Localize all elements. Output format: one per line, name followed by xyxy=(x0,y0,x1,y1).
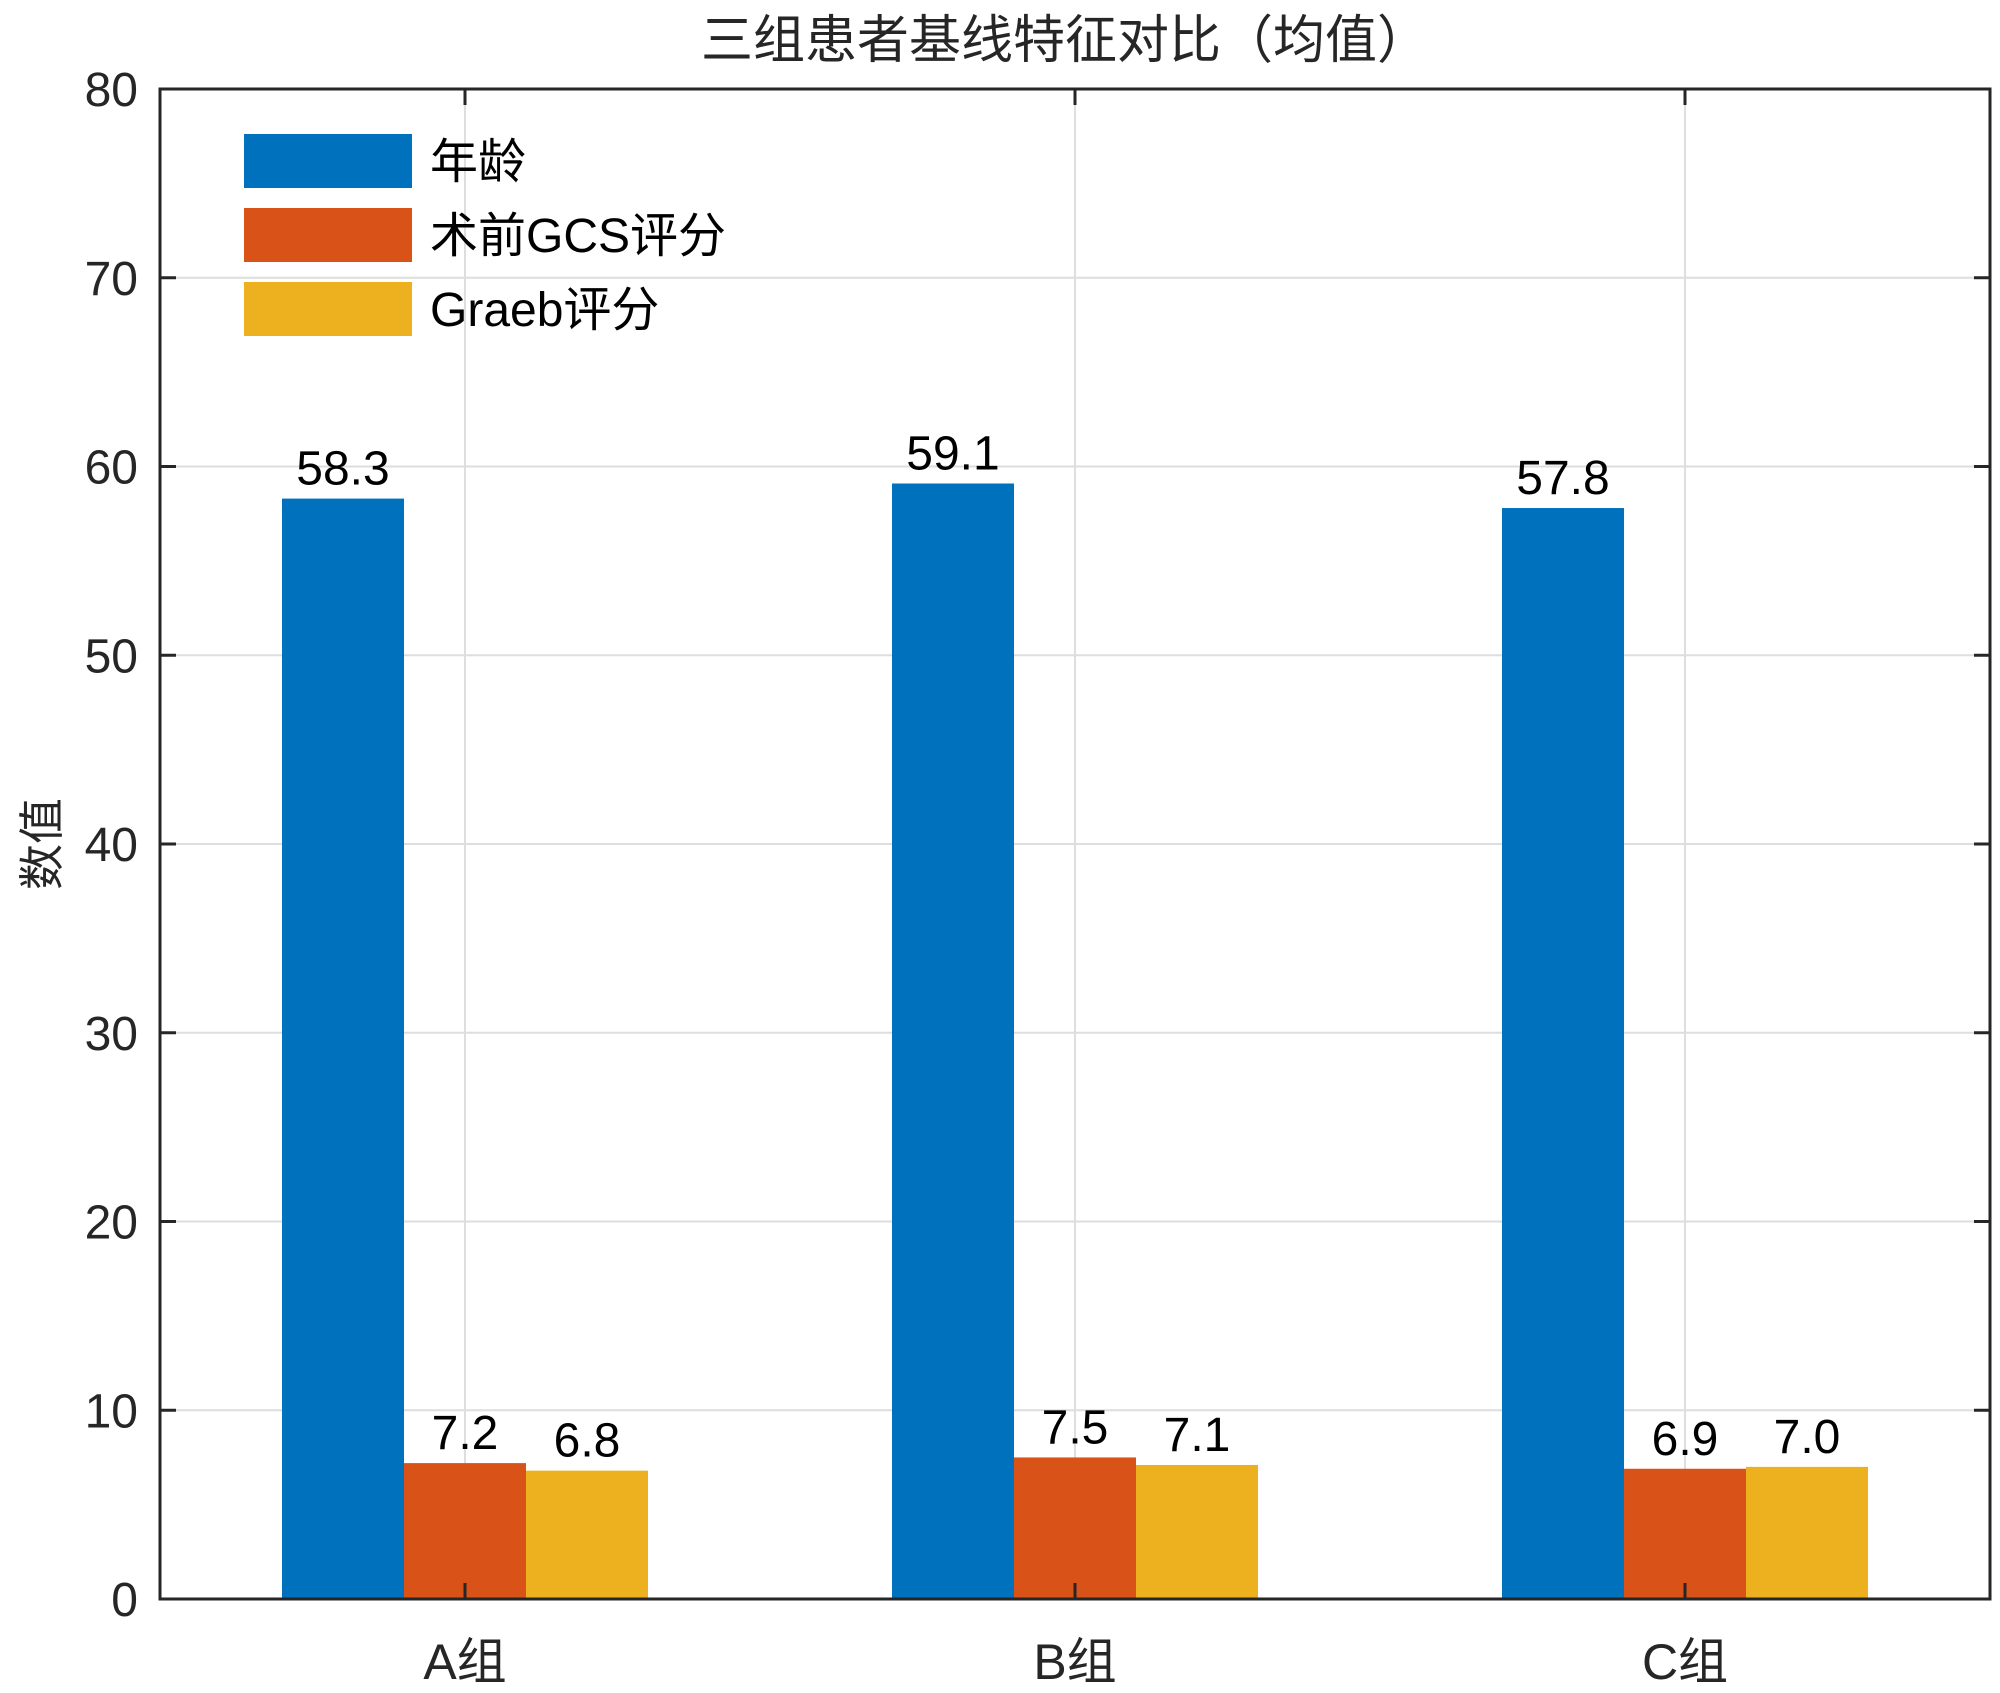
data-label: 7.5 xyxy=(1042,1401,1109,1454)
legend-swatch xyxy=(244,282,412,336)
bar xyxy=(1502,508,1624,1599)
data-label: 7.1 xyxy=(1164,1409,1231,1462)
data-label: 7.0 xyxy=(1774,1411,1841,1464)
y-tick-label: 10 xyxy=(85,1385,138,1438)
legend-swatch xyxy=(244,134,412,188)
bar xyxy=(282,498,404,1599)
bar xyxy=(1624,1468,1746,1599)
bar xyxy=(1136,1464,1258,1599)
bar xyxy=(404,1463,526,1599)
x-tick-label: A组 xyxy=(423,1634,506,1690)
y-tick-label: 60 xyxy=(85,442,138,495)
bar xyxy=(526,1470,648,1599)
y-tick-label: 70 xyxy=(85,253,138,306)
bars xyxy=(282,483,1868,1599)
y-axis-label: 数值 xyxy=(15,798,69,890)
grid-lines xyxy=(160,89,1990,1599)
y-tick-label: 40 xyxy=(85,819,138,872)
legend-label: 年龄 xyxy=(430,136,526,189)
y-tick-label: 0 xyxy=(111,1574,138,1627)
chart-title: 三组患者基线特征对比（均值） xyxy=(701,11,1429,71)
y-tick-label: 50 xyxy=(85,630,138,683)
y-tick-label: 30 xyxy=(85,1008,138,1061)
legend-label: 术前GCS评分 xyxy=(430,210,726,263)
data-label: 6.8 xyxy=(554,1415,621,1468)
legend-swatch xyxy=(244,208,412,262)
x-tick-label: C组 xyxy=(1642,1634,1728,1690)
y-tick-label: 80 xyxy=(85,64,138,117)
data-labels: 58.3 59.1 57.8 7.2 7.5 6.9 6.8 7.1 7.0 xyxy=(296,427,1840,1467)
bar xyxy=(892,483,1014,1599)
bar xyxy=(1014,1457,1136,1599)
data-label: 57.8 xyxy=(1516,452,1609,505)
data-label: 58.3 xyxy=(296,443,389,496)
legend-label: Graeb评分 xyxy=(430,284,659,337)
data-label: 59.1 xyxy=(906,427,999,480)
data-label: 7.2 xyxy=(432,1407,499,1460)
data-label: 6.9 xyxy=(1652,1413,1719,1466)
bar xyxy=(1746,1466,1868,1599)
axis-ticks: 0 10 20 30 40 50 60 70 80 A组 B组 C组 xyxy=(85,64,1990,1690)
x-tick-label: B组 xyxy=(1033,1634,1116,1690)
y-tick-label: 20 xyxy=(85,1197,138,1250)
